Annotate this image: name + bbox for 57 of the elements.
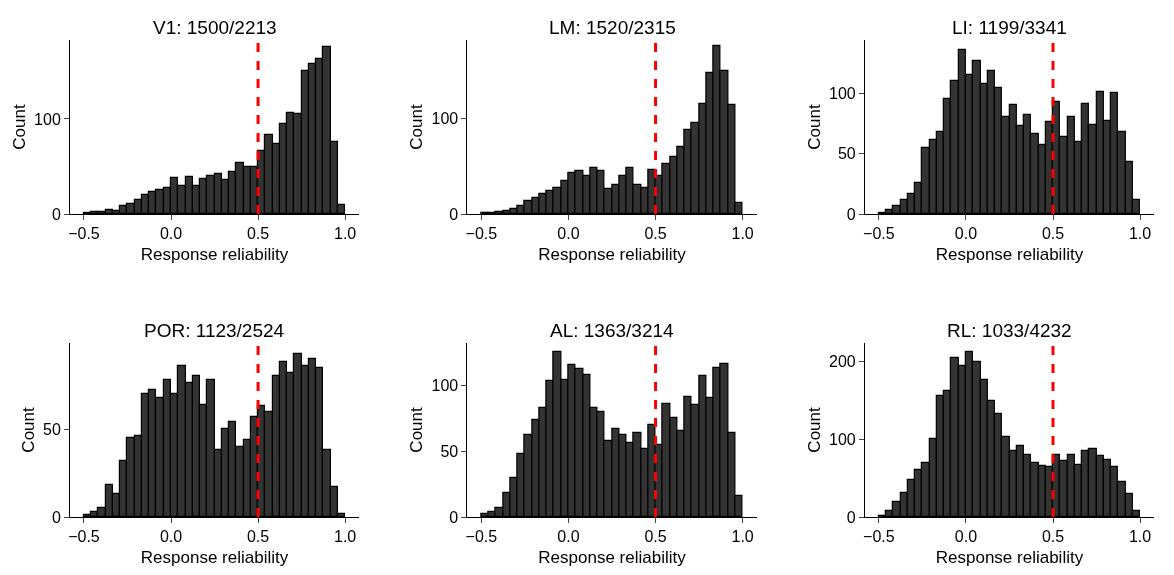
y-tick-label: 50 (43, 420, 61, 438)
chart-title: POR: 1123/2524 (144, 320, 285, 341)
y-tick-label: 0 (51, 508, 61, 526)
y-tick-label: 0 (449, 205, 459, 223)
x-tick-label: 0.5 (246, 528, 270, 546)
x-tick-label: 1.0 (334, 528, 357, 546)
y-tick-label: 100 (34, 110, 61, 128)
x-tick-label: −0.5 (68, 528, 100, 546)
x-tick-label: 0.0 (954, 528, 978, 546)
y-axis-title: Count (804, 406, 824, 453)
x-tick-label: 0.5 (644, 225, 667, 243)
x-tick-label: 0.0 (557, 528, 580, 546)
x-axis-title: Response reliability (538, 244, 687, 264)
x-tick-label: 0.5 (246, 225, 270, 243)
y-tick-label: 200 (829, 353, 856, 371)
chart-title: AL: 1363/3214 (550, 320, 675, 341)
y-axis-title: Count (9, 104, 29, 150)
x-tick-label: −0.5 (68, 225, 100, 243)
chart-title: RL: 1033/4232 (947, 320, 1072, 341)
x-tick-label: 0.5 (644, 528, 667, 546)
y-tick-label: 100 (829, 84, 856, 102)
x-tick-label: 0.0 (557, 225, 580, 243)
y-tick-label: 100 (829, 430, 856, 448)
x-tick-label: 1.0 (334, 225, 357, 243)
x-tick-label: 1.0 (731, 225, 754, 243)
x-tick-label: −0.5 (863, 528, 895, 546)
x-tick-label: 0.0 (159, 528, 183, 546)
y-tick-label: 0 (846, 205, 856, 223)
x-tick-label: −0.5 (465, 225, 498, 243)
x-tick-label: 1.0 (731, 528, 754, 546)
chart-title: LM: 1520/2315 (549, 17, 676, 38)
y-tick-label: 0 (846, 508, 856, 526)
y-axis-title: Count (18, 406, 38, 453)
y-axis-title: Count (407, 104, 427, 150)
x-tick-label: 0.5 (1041, 225, 1065, 243)
y-axis-title: Count (407, 406, 427, 453)
x-tick-label: −0.5 (863, 225, 895, 243)
x-axis-title: Response reliability (538, 547, 687, 567)
x-tick-label: 0.5 (1041, 528, 1065, 546)
x-axis-title: Response reliability (140, 244, 289, 264)
y-axis-title: Count (804, 104, 824, 150)
y-tick-label: 50 (440, 442, 459, 460)
x-axis-title: Response reliability (140, 547, 289, 567)
y-tick-label: 100 (431, 376, 459, 394)
x-tick-label: 1.0 (1128, 225, 1152, 243)
y-tick-label: 100 (431, 110, 459, 128)
y-tick-label: 0 (51, 205, 61, 223)
x-axis-title: Response reliability (935, 547, 1084, 567)
chart-title: V1: 1500/2213 (153, 17, 277, 38)
y-tick-label: 50 (837, 145, 856, 163)
y-tick-label: 0 (449, 508, 459, 526)
x-tick-label: 0.0 (954, 225, 978, 243)
x-tick-label: 0.0 (159, 225, 183, 243)
chart-title: LI: 1199/3341 (952, 17, 1067, 38)
x-tick-label: −0.5 (465, 528, 498, 546)
x-tick-label: 1.0 (1128, 528, 1152, 546)
x-axis-title: Response reliability (935, 244, 1084, 264)
